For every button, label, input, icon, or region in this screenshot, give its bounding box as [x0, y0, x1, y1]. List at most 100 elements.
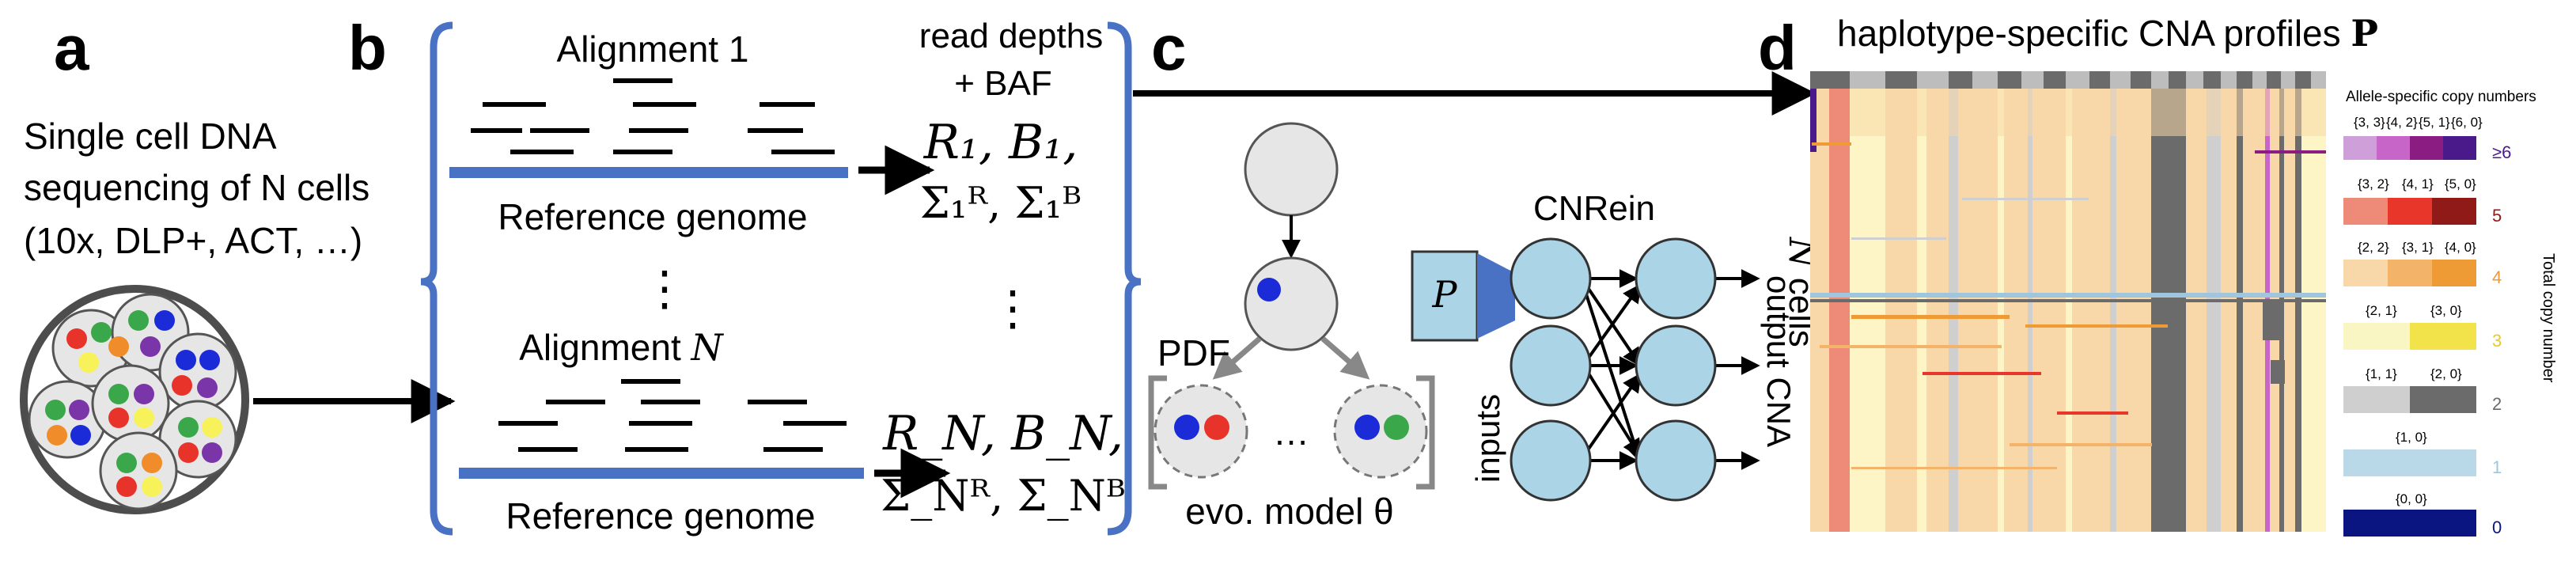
- legend-swatch-1-0: [2343, 449, 2476, 476]
- tree-edge-left: [1212, 336, 1262, 380]
- cna-heatmap: [1810, 71, 2326, 532]
- legend-total-0: 0: [2492, 518, 2502, 537]
- formula-n-line2: Σ_Nᴿ, Σ_Nᴮ: [881, 471, 1126, 521]
- inputs-label: inputs: [1469, 394, 1506, 483]
- reads-group-n: [498, 379, 847, 452]
- legend-row-6: {3, 3} {4, 2} {5, 1} {6, 0} ≥6: [2343, 115, 2511, 162]
- evo-bracket-left: [1148, 375, 1167, 490]
- formula-1-line2: Σ₁ᴿ, Σ₁ᴮ: [920, 178, 1082, 228]
- legend-total-5: 5: [2492, 206, 2502, 226]
- legend-label-1-0: {1, 0}: [2396, 430, 2427, 445]
- legend-row-3: {2, 1} {3, 0} 3: [2343, 303, 2502, 351]
- evo-model-label: evo. model θ: [1185, 491, 1393, 532]
- tree-leaf-right: [1333, 384, 1428, 479]
- tree-mid-node: [1244, 256, 1339, 351]
- legend-label-0-0: {0, 0}: [2396, 491, 2427, 506]
- legend-swatch-4-0: [2432, 260, 2476, 286]
- formula-n-line1: R_N, B_N,: [882, 406, 1123, 461]
- legend-row-4: {2, 2} {3, 1} {4, 0} 4: [2343, 240, 2502, 287]
- p-input-funnel: [1477, 253, 1515, 339]
- legend-row-5: {3, 2} {4, 1} {5, 0} 5: [2343, 176, 2502, 226]
- legend-row-2: {1, 1} {2, 0} 2: [2343, 366, 2502, 414]
- legend-label-2-2: {2, 2}: [2358, 240, 2389, 255]
- nn-output-node-1: [1635, 237, 1717, 320]
- output-cna-label: output CNA: [1760, 275, 1798, 447]
- legend-total-2: 2: [2492, 394, 2502, 414]
- legend-swatch-2-1: [2343, 323, 2410, 350]
- legend-label-6-0: {6, 0}: [2451, 115, 2483, 130]
- legend-swatch-4-2: [2377, 136, 2410, 160]
- panel-a-text-line3: (10x, DLP+, ACT, …): [24, 220, 362, 261]
- tree-leaf-left: [1154, 384, 1248, 479]
- left-bracket: [420, 21, 453, 536]
- nn-input-node-3: [1510, 419, 1592, 502]
- cell-dish-icon: [20, 285, 249, 514]
- legend-label-3-1: {3, 1}: [2402, 240, 2434, 255]
- panel-a-text-line1: Single cell DNA: [24, 116, 277, 157]
- alignment-n-label: Alignment N: [519, 326, 724, 369]
- nn-output-node-3: [1635, 419, 1717, 502]
- legend-swatch-4-1: [2388, 198, 2432, 225]
- panel-b-letter: b: [348, 13, 387, 83]
- legend-total-6: ≥6: [2492, 142, 2511, 162]
- legend-row-0: {0, 0} 0: [2343, 491, 2502, 537]
- legend-total-4: 4: [2492, 267, 2502, 287]
- legend-swatch-3-0: [2410, 323, 2476, 350]
- legend-label-3-3: {3, 3}: [2354, 115, 2385, 130]
- legend-swatch-0-0: [2343, 510, 2476, 537]
- reference-genome-label-n: Reference genome: [506, 495, 815, 537]
- evo-bracket-right: [1416, 375, 1435, 490]
- vdots-right: ⋮: [989, 282, 1036, 335]
- legend-row-1: {1, 0} 1: [2343, 430, 2502, 477]
- nn-output-node-2: [1635, 324, 1717, 407]
- panel-d-letter: d: [1758, 13, 1797, 83]
- legend-label-4-2: {4, 2}: [2386, 115, 2418, 130]
- legend-total-1: 1: [2492, 457, 2502, 477]
- tree-mid-dot: [1257, 278, 1281, 301]
- legend-label-3-2: {3, 2}: [2358, 176, 2389, 191]
- tree-root-node: [1244, 122, 1339, 217]
- reference-genome-label-1: Reference genome: [498, 196, 807, 237]
- legend-label-5-0: {5, 0}: [2445, 176, 2476, 191]
- read-depths-label: read depths: [919, 17, 1103, 55]
- legend-swatch-6-0: [2443, 136, 2476, 160]
- panel-a-letter: a: [54, 13, 89, 83]
- legend-swatch-2-0: [2410, 386, 2476, 413]
- tree-edge-right: [1320, 336, 1370, 380]
- vdots-left: ⋮: [641, 262, 688, 315]
- panel-a-text-line2: sequencing of N cells: [24, 167, 369, 208]
- pdf-label: PDF: [1157, 332, 1230, 374]
- nn-input-node-1: [1510, 237, 1592, 320]
- legend-swatch-2-2: [2343, 260, 2388, 286]
- network-edges: [1585, 269, 1760, 470]
- panel-b: b Alignment 1 Reference genome ⋮ Alignme…: [348, 13, 1142, 537]
- legend-label-1-1: {1, 1}: [2366, 366, 2397, 381]
- legend-swatch-5-0: [2432, 198, 2476, 225]
- alignment-1-label: Alignment 1: [557, 28, 749, 70]
- baf-label: + BAF: [954, 64, 1052, 103]
- cnrein-label: CNRein: [1533, 189, 1655, 228]
- panel-d-title: haplotype-specific CNA profiles P: [1837, 12, 2378, 55]
- legend-label-4-0: {4, 0}: [2445, 240, 2476, 255]
- panel-c: c … PDF evo. model θ P CNRein: [1133, 13, 1816, 532]
- tree-ellipsis: …: [1273, 411, 1309, 453]
- formula-1-line1: R₁, B₁,: [923, 115, 1078, 170]
- legend-label-2-1: {2, 1}: [2366, 303, 2397, 318]
- panel-c-letter: c: [1151, 13, 1187, 83]
- legend-swatch-3-3: [2343, 136, 2377, 160]
- right-bracket: [1107, 21, 1142, 536]
- legend-swatch-5-1: [2410, 136, 2443, 160]
- nn-input-node-2: [1510, 324, 1592, 407]
- panel-d: d haplotype-specific CNA profiles P N ce…: [1758, 12, 2557, 537]
- panel-a: a Single cell DNA sequencing of N cells …: [20, 13, 456, 514]
- legend-label-3-0: {3, 0}: [2430, 303, 2462, 318]
- reads-group-1: [471, 78, 835, 154]
- legend-title: Allele-specific copy numbers: [2346, 89, 2536, 105]
- legend-swatch-3-2: [2343, 198, 2388, 225]
- legend-swatch-3-1: [2388, 260, 2432, 286]
- legend-label-5-1: {5, 1}: [2419, 115, 2450, 130]
- legend-label-4-1: {4, 1}: [2402, 176, 2434, 191]
- legend-side-label: Total copy number: [2540, 253, 2557, 383]
- p-input-label: P: [1432, 273, 1458, 316]
